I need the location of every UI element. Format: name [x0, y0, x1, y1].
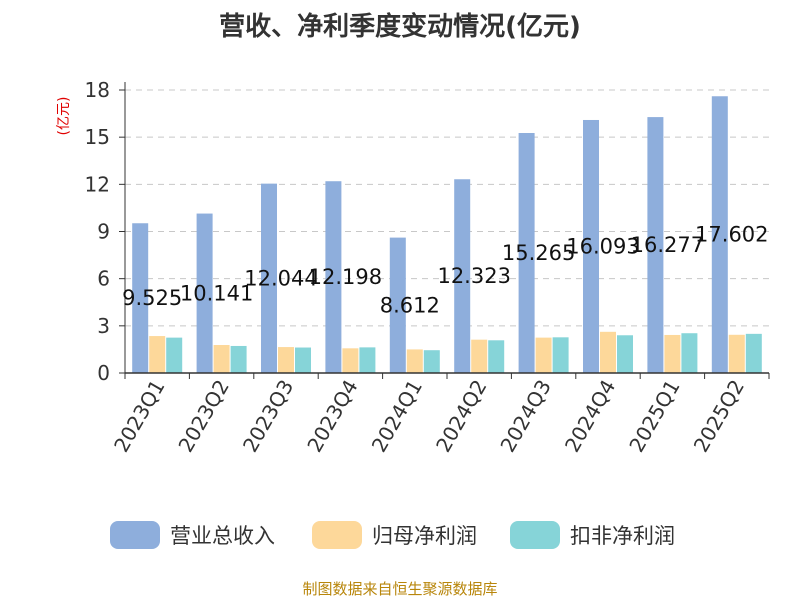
x-tick-label: 2023Q3: [238, 376, 298, 457]
bar: [454, 179, 471, 373]
x-tick-label: 2025Q2: [689, 376, 749, 457]
y-tick-label: 0: [97, 361, 110, 385]
bar: [423, 350, 440, 373]
bar: [230, 345, 247, 373]
data-label: 16.277: [631, 233, 704, 257]
x-tick-label: 2023Q2: [173, 376, 233, 457]
legend-swatch: [510, 521, 560, 549]
bar: [552, 337, 569, 373]
bar: [278, 347, 294, 373]
bar: [406, 349, 423, 373]
bar: [196, 213, 213, 373]
bar: [295, 347, 311, 373]
bar: [261, 183, 277, 373]
legend-label: 扣非净利润: [570, 524, 675, 548]
data-label: 9.525: [122, 286, 182, 310]
legend: 营业总收入 归母净利润 扣非净利润: [110, 521, 675, 549]
bar: [389, 237, 406, 373]
y-tick-label: 9: [97, 220, 110, 244]
x-tick-label: 2023Q1: [109, 376, 169, 457]
bar: [600, 331, 616, 373]
legend-label: 营业总收入: [170, 524, 275, 548]
x-tick-label: 2024Q4: [560, 376, 620, 457]
y-tick-label: 18: [85, 78, 110, 102]
bar: [132, 223, 149, 373]
data-label: 12.044: [244, 266, 317, 290]
bar: [647, 117, 664, 373]
x-tick-label: 2023Q4: [302, 376, 362, 457]
data-label: 17.602: [695, 223, 768, 247]
y-tick-label: 6: [97, 267, 110, 291]
y-axis-label: (亿元): [56, 97, 72, 136]
legend-item: 营业总收入: [110, 521, 275, 549]
bar: [728, 334, 745, 373]
data-label: 15.265: [502, 241, 575, 265]
y-tick-label: 12: [85, 172, 110, 196]
bar: [149, 336, 166, 373]
legend-label: 归母净利润: [372, 524, 477, 548]
data-label: 12.198: [309, 265, 382, 289]
data-label: 16.093: [566, 234, 639, 258]
bar: [488, 340, 505, 373]
bar: [471, 339, 488, 373]
chart-title: 营收、净利季度变动情况(亿元): [219, 12, 581, 42]
bar: [711, 96, 728, 373]
bar: [617, 335, 633, 373]
bar: [166, 337, 183, 373]
bar: [535, 337, 552, 373]
x-tick-label: 2025Q1: [624, 376, 684, 457]
x-tick-label: 2024Q1: [367, 376, 427, 457]
bar-layer: [132, 96, 762, 374]
bar: [583, 119, 599, 374]
data-label: 10.141: [180, 281, 253, 305]
y-tick-label: 3: [97, 314, 110, 338]
x-tick-label: 2024Q2: [431, 376, 491, 457]
bar: [342, 348, 359, 373]
bar: [359, 347, 376, 373]
bar: [745, 333, 762, 373]
legend-swatch: [312, 521, 362, 549]
bar: [664, 334, 681, 373]
y-tick-label: 15: [85, 125, 110, 149]
source-note: 制图数据来自恒生聚源数据库: [302, 580, 498, 598]
grid-layer: [125, 89, 769, 327]
legend-swatch: [110, 521, 160, 549]
data-label: 8.612: [380, 293, 440, 317]
legend-item: 扣非净利润: [510, 521, 675, 549]
bar: [213, 345, 230, 373]
bar: [681, 333, 698, 373]
legend-item: 归母净利润: [312, 521, 477, 549]
bar: [325, 181, 342, 373]
x-tick-label: 2024Q3: [495, 376, 555, 457]
data-label: 12.323: [437, 264, 510, 288]
bar: [518, 133, 535, 373]
